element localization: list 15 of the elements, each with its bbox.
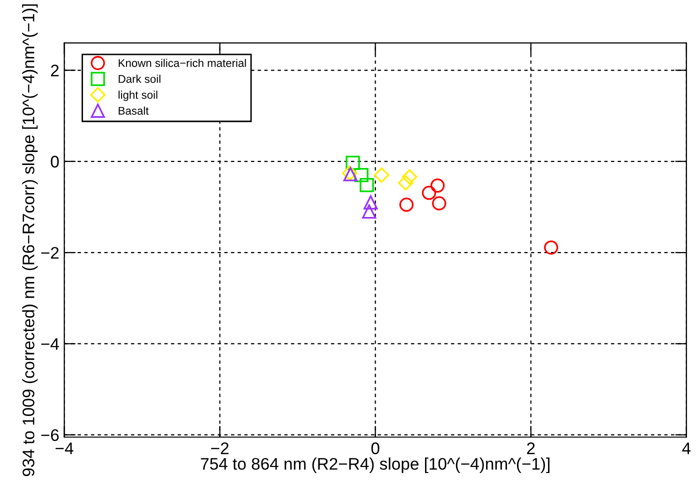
x-axis-title: 754 to 864 nm (R2−R4) slope [10^(−4)nm^(−1)] <box>200 458 550 474</box>
y-tick-label: −2 <box>41 246 59 259</box>
x-tick-label: 0 <box>371 442 380 454</box>
y-tick-label: 2 <box>51 64 59 76</box>
x-tick-label: 2 <box>527 442 535 454</box>
legend-label: Dark soil <box>118 74 160 83</box>
y-tick-label: −4 <box>41 338 59 350</box>
legend-label: Basalt <box>118 106 149 115</box>
y-tick-label: −6 <box>41 429 59 442</box>
legend-label: light soil <box>118 90 158 102</box>
x-tick-label: 4 <box>682 442 691 454</box>
y-axis-title: 934 to 1009 (corrected) nm (R6−R7corr) slope [10^(−4)nm^(−1)] <box>22 4 38 476</box>
x-tick-label: −2 <box>211 442 228 454</box>
legend-label: Known silica−rich material <box>118 58 246 67</box>
y-tick-label: 0 <box>50 156 59 168</box>
